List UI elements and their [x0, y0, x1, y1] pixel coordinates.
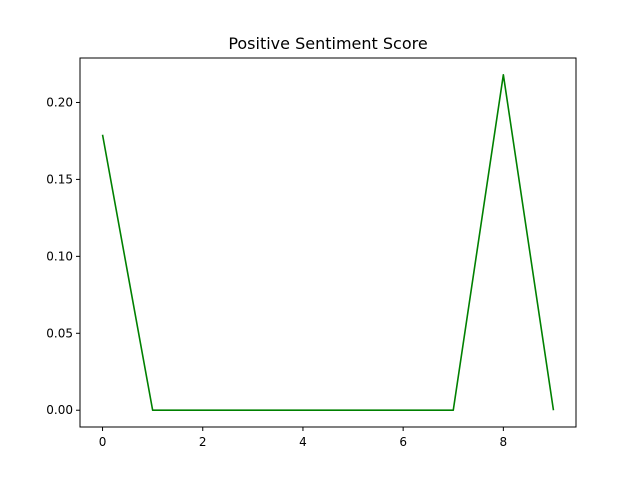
x-tick-label: 4: [299, 435, 307, 449]
x-tick-label: 6: [399, 435, 407, 449]
y-tick-label: 0.15: [46, 172, 73, 186]
chart-title: Positive Sentiment Score: [228, 34, 427, 53]
y-tick-label: 0.05: [46, 326, 73, 340]
y-tick-label: 0.10: [46, 249, 73, 263]
series-layer: [101, 73, 555, 412]
x-tick-label: 2: [199, 435, 207, 449]
y-tick-label: 0.00: [46, 403, 73, 417]
x-axis: 0 2 4 6 8: [99, 427, 507, 449]
y-axis: 0.00 0.05 0.10 0.15 0.20: [46, 95, 80, 417]
plot-area-frame: [79, 57, 577, 428]
x-tick-label: 0: [99, 435, 107, 449]
x-tick-label: 8: [500, 435, 508, 449]
y-tick-label: 0.20: [46, 95, 73, 109]
series-line: [101, 73, 555, 412]
